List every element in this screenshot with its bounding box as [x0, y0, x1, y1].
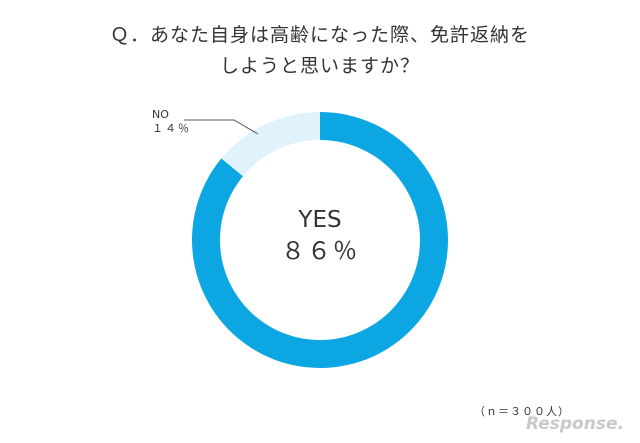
chart-title-line-1: Ｑ．あなた自身は高齢になった際、免許返納を: [109, 24, 530, 46]
sample-size-note: （ｎ＝３００人）: [474, 405, 570, 418]
no-slice-label: NO １４％: [152, 108, 191, 136]
chart-title-line-2: しようと思いますか？: [219, 55, 420, 77]
yes-label-value: ８６％: [281, 237, 359, 265]
response-watermark-logo: Response.: [526, 414, 624, 434]
yes-center-label: YES ８６％: [220, 205, 420, 267]
chart-title: Ｑ．あなた自身は高齢になった際、免許返納を しようと思いますか？: [0, 20, 640, 82]
yes-label-name: YES: [298, 207, 342, 233]
donut-slice-no: [221, 112, 320, 177]
no-label-value: １４％: [152, 122, 191, 135]
no-leader-line: [184, 119, 259, 135]
no-label-name: NO: [152, 108, 169, 121]
